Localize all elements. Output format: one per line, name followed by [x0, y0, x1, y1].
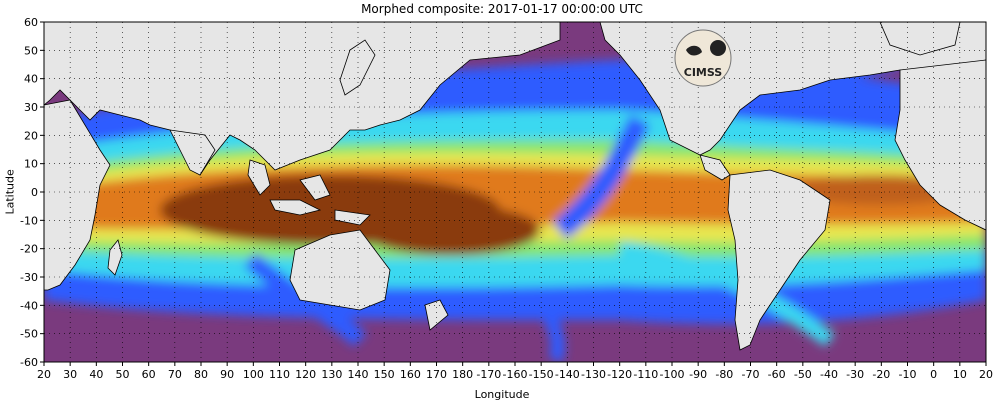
x-tick-label: 0 [930, 368, 937, 381]
x-tick-label: -50 [794, 368, 812, 381]
x-tick-label: -120 [607, 368, 632, 381]
x-tick-label: 60 [142, 368, 156, 381]
x-tick-label: -60 [768, 368, 786, 381]
y-tick-label: 30 [24, 101, 38, 114]
y-tick-label: -50 [20, 328, 38, 341]
x-tick-label: -100 [660, 368, 685, 381]
lat-lon-grid [44, 22, 986, 362]
y-tick-label: -20 [20, 243, 38, 256]
x-tick-label: -140 [555, 368, 580, 381]
x-tick-label: 170 [426, 368, 447, 381]
x-tick-label: -20 [872, 368, 890, 381]
land-masses [44, 22, 986, 351]
y-tick-label: -40 [20, 299, 38, 312]
x-tick-label: 150 [374, 368, 395, 381]
y-tick-label: -30 [20, 271, 38, 284]
x-tick-label: 40 [89, 368, 103, 381]
x-tick-label: -170 [476, 368, 501, 381]
x-tick-label: -90 [689, 368, 707, 381]
x-tick-label: 180 [452, 368, 473, 381]
y-tick-labels: 60 50 40 30 20 10 0 -10 -20 -30 -40 -50 -60 [20, 16, 44, 369]
x-tick-label: 100 [243, 368, 264, 381]
x-tick-label: 30 [63, 368, 77, 381]
x-tick-label: 50 [116, 368, 130, 381]
x-tick-label: -130 [581, 368, 606, 381]
x-axis-label: Longitude [474, 388, 530, 401]
x-tick-label: -110 [633, 368, 658, 381]
x-tick-label: -10 [899, 368, 917, 381]
y-tick-label: 40 [24, 73, 38, 86]
y-tick-label: 60 [24, 16, 38, 29]
x-tick-label: -40 [820, 368, 838, 381]
x-tick-label: 140 [348, 368, 369, 381]
x-tick-label: -150 [529, 368, 554, 381]
y-tick-label: -10 [20, 214, 38, 227]
map-title: Morphed composite: 2017-01-17 00:00:00 U… [361, 2, 643, 16]
x-tick-label: -70 [742, 368, 760, 381]
y-tick-label: -60 [20, 356, 38, 369]
x-tick-label: 130 [321, 368, 342, 381]
y-tick-label: 10 [24, 158, 38, 171]
x-tick-label: -30 [846, 368, 864, 381]
x-tick-label: 120 [295, 368, 316, 381]
y-tick-label: 20 [24, 129, 38, 142]
y-tick-label: 0 [31, 186, 38, 199]
x-tick-label: 70 [168, 368, 182, 381]
cimss-logo: CIMSS [674, 29, 732, 87]
x-tick-label: 20 [37, 368, 51, 381]
logo-text: CIMSS [684, 66, 723, 79]
x-tick-label: 90 [220, 368, 234, 381]
x-tick-label: 160 [400, 368, 421, 381]
x-tick-label: 10 [953, 368, 967, 381]
x-tick-labels: 20 30 40 50 60 70 80 90 100 110 120 130 140 150 160 170… [37, 362, 993, 381]
y-tick-label: 50 [24, 44, 38, 57]
x-tick-label: -160 [503, 368, 528, 381]
x-tick-label: 20 [979, 368, 993, 381]
x-tick-label: 80 [194, 368, 208, 381]
x-tick-label: 110 [269, 368, 290, 381]
x-tick-label: -80 [715, 368, 733, 381]
